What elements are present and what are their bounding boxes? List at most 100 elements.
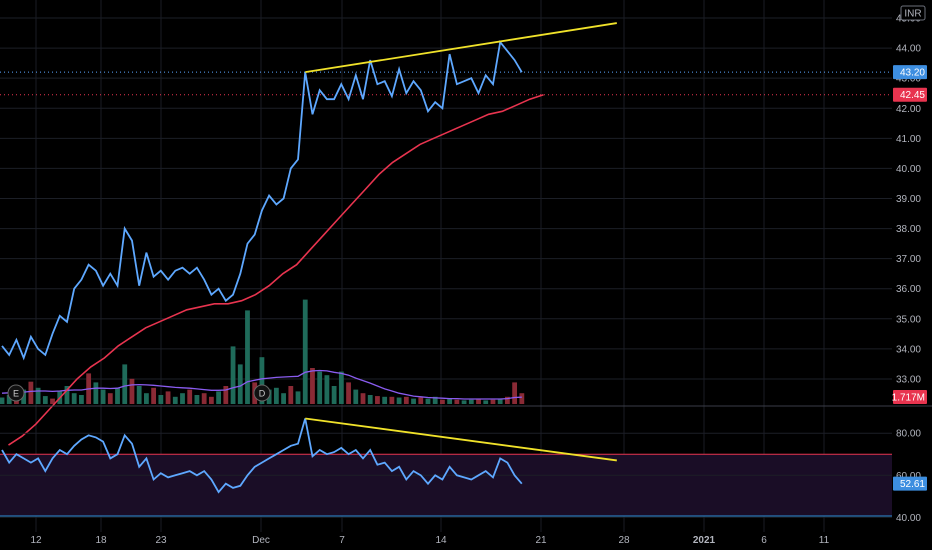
volume-bar: [483, 400, 489, 404]
currency-badge[interactable]: INR: [900, 5, 926, 21]
volume-bar: [187, 389, 193, 404]
last-price-tag-text: 43.20: [900, 68, 925, 79]
volume-bar: [497, 398, 503, 404]
reference-lines: [0, 71, 892, 96]
price-axis: 33.00 34.00 35.00 36.00 37.00 38.00 39.00 40.00…: [896, 14, 921, 386]
currency-label: INR: [904, 9, 921, 20]
volume-bar: [151, 387, 157, 404]
volume-bar: [273, 387, 279, 404]
last-ma-tag: 42.45: [893, 87, 927, 102]
volume-bar: [42, 396, 48, 404]
volume-bar: [418, 397, 424, 404]
rsi-grid: [0, 432, 892, 518]
last-volume-tag: 1.717M: [892, 390, 927, 404]
earnings-marker[interactable]: E: [7, 384, 25, 402]
price-grid: [0, 0, 892, 532]
last-volume-tag-text: 1.717M: [892, 393, 925, 404]
last-rsi-tag-text: 52.61: [900, 479, 925, 490]
rsi-trendline[interactable]: [305, 417, 617, 462]
volume-bar: [331, 386, 337, 404]
rsi-tick-label: 80.00: [896, 429, 921, 440]
volume-bar: [21, 389, 27, 404]
volume-bar: [396, 397, 402, 404]
volume-bar: [317, 371, 323, 404]
volume-bar: [310, 368, 315, 404]
volume-bar: [245, 310, 250, 404]
volume-bar: [461, 400, 467, 404]
volume-bar: [100, 389, 106, 404]
moving-average-line: [8, 93, 544, 446]
volume-bar: [172, 396, 178, 404]
rsi-axis: 40.00 60.00 80.00: [896, 429, 921, 524]
volume-bar: [346, 382, 351, 404]
date-tick-label: 18: [95, 535, 107, 546]
volume-bar: [93, 382, 99, 404]
volume-bar: [281, 393, 286, 404]
date-tick-label: 6: [761, 535, 767, 546]
price-tick-label: 41.00: [896, 134, 921, 145]
volume-bar: [208, 396, 214, 404]
volume-bar: [519, 393, 525, 404]
price-tick-label: 39.00: [896, 194, 921, 205]
volume-bar: [165, 391, 171, 404]
price-tick-label: 42.00: [896, 104, 921, 115]
volume-bar: [259, 357, 265, 404]
volume-bar: [129, 378, 135, 404]
earnings-marker-label: E: [13, 389, 19, 399]
volume-bar: [50, 398, 55, 404]
date-tick-label: Dec: [252, 535, 270, 546]
volume-bar: [0, 397, 5, 404]
volume-bar: [440, 399, 445, 404]
price-tick-label: 36.00: [896, 284, 921, 295]
price-pane[interactable]: 33.00 34.00 35.00 36.00 37.00 38.00 39.00 40.00…: [0, 0, 921, 532]
volume-bar: [136, 386, 142, 404]
volume-bar: [512, 382, 518, 404]
rsi-line: [1, 418, 523, 494]
price-tick-label: 33.00: [896, 374, 921, 385]
volume-bar: [35, 387, 41, 404]
rsi-tick-label: 60.00: [896, 471, 921, 482]
last-price-tag: 43.20: [893, 65, 927, 80]
volume-bar: [237, 364, 243, 404]
volume-bar: [403, 396, 409, 404]
volume-bar: [505, 396, 510, 404]
date-axis[interactable]: 12 18 23 Dec 7 14 21 28 2021 6 11: [30, 535, 829, 546]
date-tick-label: 28: [618, 535, 630, 546]
volume-bar: [216, 391, 221, 404]
volume-bar: [302, 299, 308, 404]
last-value-tags: 43.20 42.45 1.717M 52.61: [892, 65, 927, 491]
dividend-marker-label: D: [259, 389, 266, 399]
volume-bar: [201, 393, 207, 404]
volume-bar: [454, 399, 460, 404]
volume-bar: [360, 393, 366, 404]
price-tick-label: 43.00: [896, 74, 921, 85]
rsi-band: [0, 454, 892, 516]
volume-bar: [14, 399, 19, 404]
date-tick-label: 7: [339, 535, 345, 546]
volume-bar: [425, 398, 431, 404]
volume-bar: [194, 395, 200, 404]
volume-bar: [115, 387, 120, 404]
rsi-pane[interactable]: 40.00 60.00 80.00: [0, 417, 921, 524]
dividend-marker[interactable]: D: [253, 384, 271, 402]
volume-bar: [447, 398, 453, 404]
volume-bar: [288, 386, 294, 404]
price-tick-label: 44.00: [896, 44, 921, 55]
price-tick-label: 34.00: [896, 344, 921, 355]
price-trendline[interactable]: [305, 22, 617, 74]
price-tick-label: 40.00: [896, 164, 921, 175]
date-tick-label: 2021: [693, 535, 716, 546]
volume-bar: [353, 389, 359, 404]
volume-bar: [324, 375, 330, 404]
volume-average-line: [1, 369, 522, 400]
volume-bar: [79, 395, 84, 404]
volume-bar: [71, 393, 77, 404]
volume-bar: [389, 396, 395, 404]
price-tick-label: 37.00: [896, 254, 921, 265]
volume-bar: [64, 386, 70, 404]
price-tick-label: 38.00: [896, 224, 921, 235]
volume-bar: [223, 386, 229, 404]
volume-bar: [382, 396, 388, 404]
date-tick-label: 21: [535, 535, 547, 546]
